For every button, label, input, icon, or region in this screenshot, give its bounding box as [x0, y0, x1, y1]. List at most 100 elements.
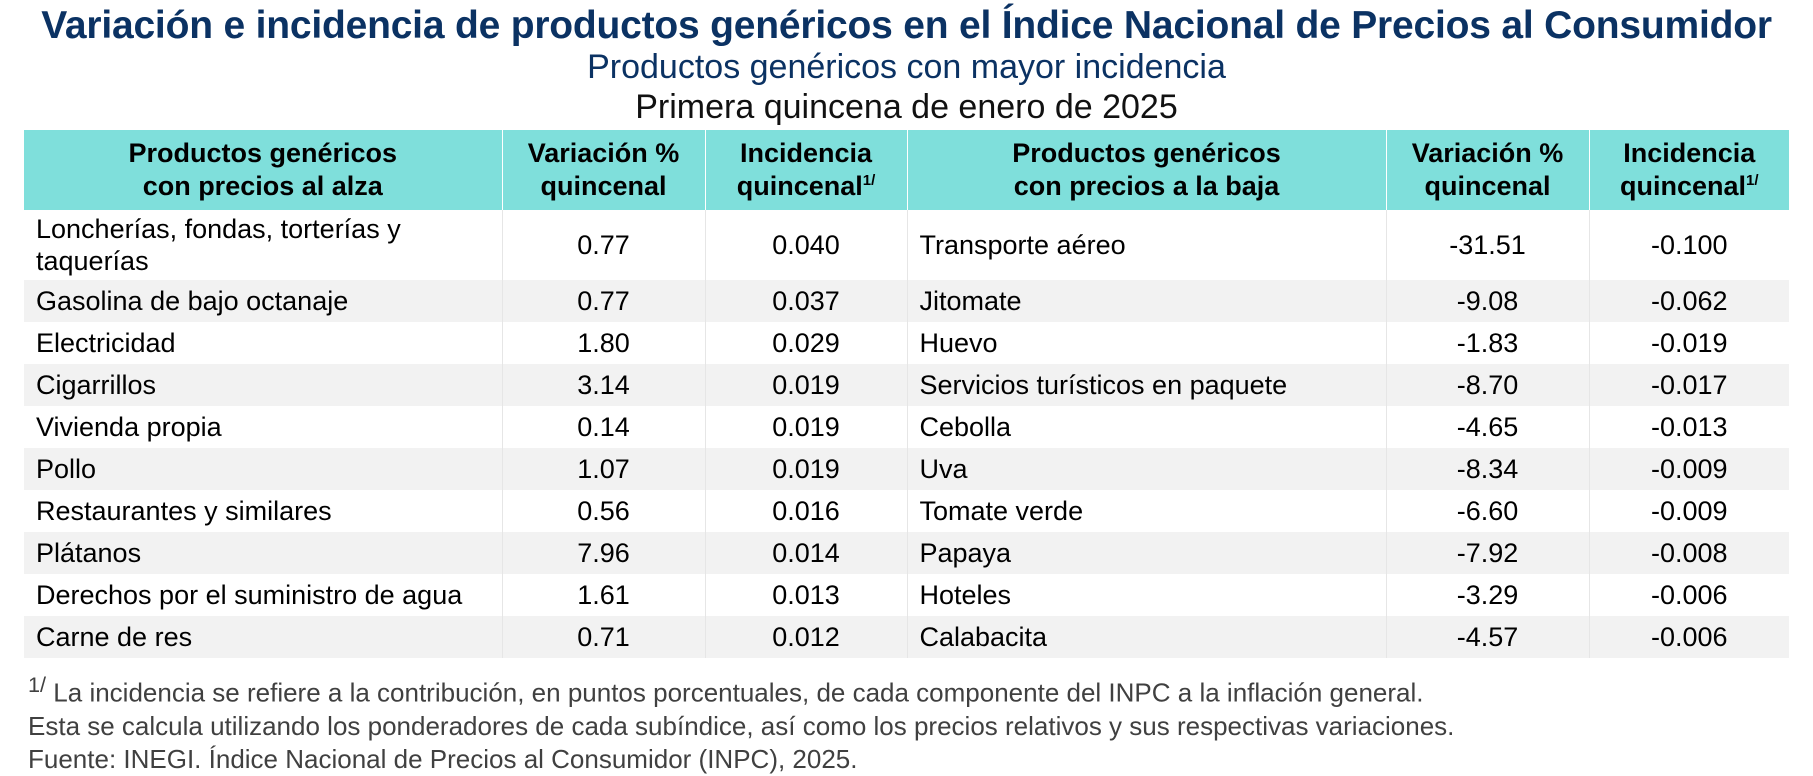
variation-down-cell: -7.92 [1386, 532, 1590, 574]
variation-up-cell: 1.80 [502, 322, 706, 364]
product-down-cell: Jitomate [907, 280, 1387, 322]
product-up-cell: Loncherías, fondas, torterías y taquería… [24, 210, 503, 280]
incidence-down-cell: -0.009 [1589, 490, 1789, 532]
variation-up-cell: 3.14 [502, 364, 706, 406]
table-row: Carne de res 0.71 0.012 Calabacita -4.57 -0.0… [24, 616, 1789, 658]
product-down-cell: Uva [907, 448, 1387, 490]
table-row: Pollo 1.07 0.019 Uva -8.34 -0.009 [24, 448, 1789, 490]
incidence-up-cell: 0.019 [705, 364, 908, 406]
incidence-down-cell: -0.100 [1589, 210, 1789, 280]
variation-down-cell: -31.51 [1386, 210, 1590, 280]
product-down-cell: Transporte aéreo [907, 210, 1387, 280]
incidence-down-cell: -0.008 [1589, 532, 1789, 574]
product-down-cell: Tomate verde [907, 490, 1387, 532]
product-up-cell: Cigarrillos [24, 364, 503, 406]
footnote-line-1: 1/ La incidencia se refiere a la contrib… [28, 668, 1454, 710]
variation-down-cell: -8.70 [1386, 364, 1590, 406]
footnotes: 1/ La incidencia se refiere a la contrib… [28, 668, 1454, 776]
header-variation-line2: quincenal [1424, 171, 1551, 201]
product-up-cell: Electricidad [24, 322, 503, 364]
incidence-up-cell: 0.014 [705, 532, 908, 574]
table-row: Derechos por el suministro de agua 1.61 0.… [24, 574, 1789, 616]
header-products-down: Productos genéricos con precios a la baj… [907, 130, 1387, 210]
incidence-down-cell: -0.013 [1589, 406, 1789, 448]
product-down-cell: Hoteles [907, 574, 1387, 616]
variation-down-cell: -4.65 [1386, 406, 1590, 448]
variation-up-cell: 7.96 [502, 532, 706, 574]
incidence-up-cell: 0.029 [705, 322, 908, 364]
variation-up-cell: 1.07 [502, 448, 706, 490]
product-down-cell: Huevo [907, 322, 1387, 364]
table-row: Restaurantes y similares 0.56 0.016 Tomate … [24, 490, 1789, 532]
incidence-down-cell: -0.062 [1589, 280, 1789, 322]
variation-down-cell: -4.57 [1386, 616, 1590, 658]
product-up-cell: Gasolina de bajo octanaje [24, 280, 503, 322]
header-incidence-up: Incidencia quincenal1/ [705, 130, 908, 210]
incidence-table: Productos genéricos con precios al alza … [24, 130, 1789, 658]
header-products-up-line2: con precios al alza [142, 171, 383, 201]
table-row: Vivienda propia 0.14 0.019 Cebolla -4.65 -0.0… [24, 406, 1789, 448]
product-up-cell: Carne de res [24, 616, 503, 658]
incidence-down-cell: -0.006 [1589, 616, 1789, 658]
source-line: Fuente: INEGI. Índice Nacional de Precio… [28, 743, 858, 774]
header-variation-line1: Variación % [1411, 138, 1564, 168]
header-incidence-line2: quincenal [1619, 171, 1746, 201]
variation-up-cell: 0.14 [502, 406, 706, 448]
table-row: Plátanos 7.96 0.014 Papaya -7.92 -0.008 [24, 532, 1789, 574]
table-row: Gasolina de bajo octanaje 0.77 0.037 Jitoma… [24, 280, 1789, 322]
incidence-down-cell: -0.019 [1589, 322, 1789, 364]
product-up-cell: Pollo [24, 448, 503, 490]
product-down-cell: Servicios turísticos en paquete [907, 364, 1387, 406]
footnote-mark: 1/ [28, 672, 47, 697]
page-subtitle: Productos genéricos con mayor incidencia [587, 48, 1226, 86]
product-down-cell: Papaya [907, 532, 1387, 574]
variation-down-cell: -9.08 [1386, 280, 1590, 322]
variation-down-cell: -6.60 [1386, 490, 1590, 532]
footnote-text-1: La incidencia se refiere a la contribuci… [53, 677, 1424, 708]
footnote-line-2: Esta se calcula utilizando los ponderado… [28, 710, 1455, 741]
variation-up-cell: 0.71 [502, 616, 706, 658]
table-body: Loncherías, fondas, torterías y taquería… [24, 210, 1789, 658]
product-up-cell: Restaurantes y similares [24, 490, 503, 532]
product-down-cell: Cebolla [907, 406, 1387, 448]
header-products-down-line1: Productos genéricos [1012, 138, 1281, 168]
incidence-up-cell: 0.019 [705, 448, 908, 490]
variation-down-cell: -8.34 [1386, 448, 1590, 490]
variation-up-cell: 0.77 [502, 210, 706, 280]
table-row: Loncherías, fondas, torterías y taquería… [24, 210, 1789, 280]
header-variation-line1: Variación % [527, 138, 680, 168]
header-products-up-line1: Productos genéricos [128, 138, 398, 168]
header-incidence-footnote-mark: 1/ [862, 172, 876, 189]
incidence-up-cell: 0.016 [705, 490, 908, 532]
product-up-cell: Derechos por el suministro de agua [24, 574, 503, 616]
header-products-down-line2: con precios a la baja [1013, 171, 1280, 201]
variation-down-cell: -3.29 [1386, 574, 1590, 616]
table-header-row: Productos genéricos con precios al alza … [24, 130, 1789, 210]
incidence-up-cell: 0.037 [705, 280, 908, 322]
header-variation-up: Variación % quincenal [502, 130, 706, 210]
incidence-up-cell: 0.012 [705, 616, 908, 658]
header-incidence-footnote-mark: 1/ [1746, 172, 1759, 189]
incidence-down-cell: -0.017 [1589, 364, 1789, 406]
table-row: Electricidad 1.80 0.029 Huevo -1.83 -0.019 [24, 322, 1789, 364]
header-products-up: Productos genéricos con precios al alza [24, 130, 503, 210]
variation-down-cell: -1.83 [1386, 322, 1590, 364]
variation-up-cell: 0.77 [502, 280, 706, 322]
product-up-cell: Plátanos [24, 532, 503, 574]
header-incidence-line1: Incidencia [739, 138, 873, 168]
incidence-up-cell: 0.040 [705, 210, 908, 280]
table-row: Cigarrillos 3.14 0.019 Servicios turísticos… [24, 364, 1789, 406]
period-label: Primera quincena de enero de 2025 [635, 88, 1178, 126]
variation-up-cell: 1.61 [502, 574, 706, 616]
product-up-cell: Vivienda propia [24, 406, 503, 448]
header-incidence-line1: Incidencia [1623, 138, 1756, 168]
incidence-up-cell: 0.013 [705, 574, 908, 616]
header-variation-down: Variación % quincenal [1386, 130, 1590, 210]
header-variation-line2: quincenal [540, 171, 667, 201]
page-title: Variación e incidencia de productos gené… [41, 4, 1772, 47]
product-down-cell: Calabacita [907, 616, 1387, 658]
incidence-down-cell: -0.006 [1589, 574, 1789, 616]
variation-up-cell: 0.56 [502, 490, 706, 532]
header-incidence-down: Incidencia quincenal1/ [1589, 130, 1789, 210]
incidence-down-cell: -0.009 [1589, 448, 1789, 490]
